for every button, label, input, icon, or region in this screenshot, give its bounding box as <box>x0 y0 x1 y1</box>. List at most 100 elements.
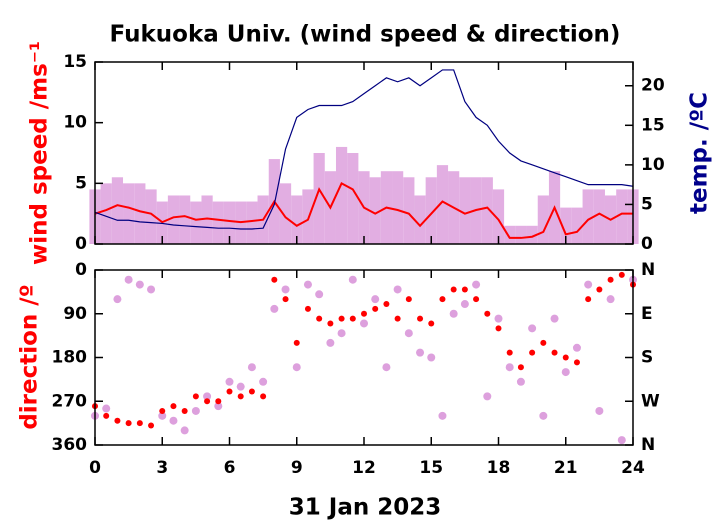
direction-point <box>124 275 133 284</box>
direction-point <box>505 363 514 372</box>
chart-title: Fukuoka Univ. (wind speed & direction) <box>110 22 621 48</box>
direction-point <box>203 392 212 401</box>
gust-bar <box>145 189 157 244</box>
gust-bar <box>369 177 381 244</box>
direction-point <box>617 436 626 445</box>
direction-point <box>114 417 121 424</box>
direction-point <box>181 407 188 414</box>
gust-bar <box>560 207 572 244</box>
direction-point <box>404 329 413 338</box>
direction-point <box>236 382 245 391</box>
direction-point <box>303 280 312 289</box>
direction-point <box>506 349 513 356</box>
y-tick-label: 15 <box>63 52 87 72</box>
y-tick-label: 360 <box>52 435 88 455</box>
direction-point <box>215 398 222 405</box>
direction-point <box>472 280 481 289</box>
gust-bar <box>616 189 628 244</box>
direction-point <box>371 295 380 304</box>
direction-point <box>191 406 200 415</box>
direction-point <box>540 339 547 346</box>
gust-bar <box>403 177 415 244</box>
direction-point <box>573 359 580 366</box>
gust-bar <box>492 189 505 244</box>
gust-bar <box>459 177 471 244</box>
direction-point <box>606 295 615 304</box>
direction-point <box>405 296 412 303</box>
y2-tick-label: 5 <box>641 194 653 214</box>
gust-bar <box>347 153 359 244</box>
x-tick-label: 24 <box>621 458 645 478</box>
direction-point <box>316 315 323 322</box>
direction-point <box>170 403 177 410</box>
direction-point <box>281 285 290 294</box>
gust-bar <box>436 165 449 244</box>
direction-point <box>260 393 267 400</box>
direction-point <box>517 364 524 371</box>
gust-bar <box>212 201 224 244</box>
y-axis-label: direction /º <box>17 284 43 429</box>
direction-point <box>416 348 425 357</box>
direction-point <box>226 388 233 395</box>
direction-point <box>394 315 401 322</box>
y2-tick-label: W <box>641 391 660 411</box>
gust-bar <box>392 171 404 244</box>
y-tick-label: 90 <box>63 304 87 324</box>
direction-point <box>494 314 503 323</box>
y-tick-label: 180 <box>52 348 88 368</box>
direction-point <box>438 411 447 420</box>
direction-point <box>169 416 178 425</box>
direction-point <box>596 286 603 293</box>
direction-point <box>550 314 559 323</box>
gust-bar <box>167 195 180 244</box>
direction-point <box>237 393 244 400</box>
direction-point <box>204 398 211 405</box>
direction-point <box>270 304 279 313</box>
direction-point <box>361 310 367 317</box>
direction-point <box>304 305 311 312</box>
direction-point <box>135 280 144 289</box>
gust-bar <box>123 183 135 244</box>
wind-line <box>94 181 633 239</box>
direction-point <box>282 296 289 303</box>
direction-point <box>484 310 491 317</box>
direction-point <box>516 377 525 386</box>
direction-point <box>248 388 255 395</box>
gust-bar <box>223 201 236 244</box>
direction-point <box>461 286 468 293</box>
x-tick-label: 3 <box>156 458 168 478</box>
direction-point <box>383 301 390 308</box>
y-tick-label: 5 <box>75 173 87 193</box>
direction-point <box>125 420 132 427</box>
direction-point <box>584 280 593 289</box>
direction-point <box>427 353 436 362</box>
direction-point <box>585 296 592 303</box>
direction-point <box>439 296 446 303</box>
gust-bar <box>190 201 202 244</box>
direction-point <box>450 286 457 293</box>
direction-point <box>349 315 356 322</box>
gust-bar <box>302 189 314 244</box>
direction-point <box>348 275 357 284</box>
direction-point <box>271 276 278 283</box>
gust-bar <box>313 153 325 244</box>
gust-bar <box>593 189 605 244</box>
direction-point <box>247 363 256 372</box>
direction-point <box>495 325 502 332</box>
direction-point <box>293 339 300 346</box>
direction-point <box>158 411 167 420</box>
y2-tick-label: N <box>641 435 655 455</box>
direction-point <box>192 393 199 400</box>
y2-tick-label: S <box>641 348 653 368</box>
direction-point <box>102 404 111 413</box>
direction-point <box>103 412 110 419</box>
gust-bar <box>582 189 594 244</box>
direction-point <box>607 276 614 283</box>
direction-point <box>327 320 334 327</box>
direction-point <box>428 320 435 327</box>
temperature-line <box>94 69 634 230</box>
y2-tick-label: 0 <box>641 234 653 254</box>
gust-bar <box>504 225 516 244</box>
direction-point <box>147 285 156 294</box>
direction-point <box>449 309 458 318</box>
